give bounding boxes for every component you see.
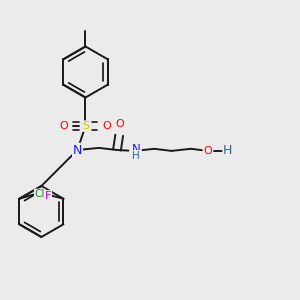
Text: O: O [103,121,112,131]
Text: O: O [116,119,124,129]
Text: H: H [223,144,232,158]
Text: N: N [132,143,141,156]
Text: F: F [45,191,51,201]
Text: Cl: Cl [34,189,45,199]
Text: S: S [82,121,89,131]
Text: H: H [132,151,140,161]
Text: O: O [59,121,68,131]
Text: O: O [203,146,212,156]
Text: N: N [73,143,82,157]
